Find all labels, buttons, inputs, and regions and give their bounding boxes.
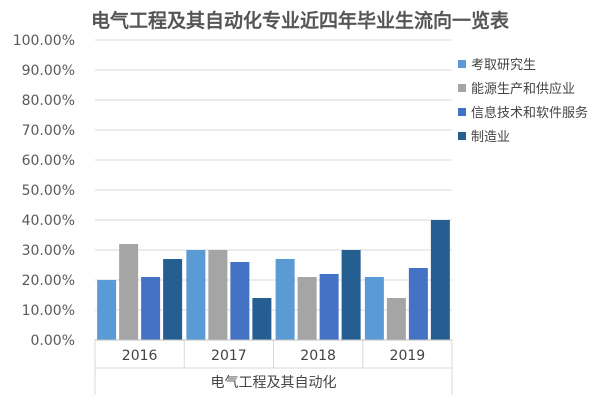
x-group-label: 电气工程及其自动化 bbox=[211, 375, 337, 391]
bar bbox=[430, 220, 450, 340]
y-tick-label: 40.00% bbox=[22, 213, 75, 229]
y-tick-label: 90.00% bbox=[22, 63, 75, 79]
bar bbox=[252, 298, 272, 340]
bar bbox=[141, 277, 161, 340]
bar bbox=[319, 274, 339, 340]
y-tick-label: 70.00% bbox=[22, 123, 75, 139]
y-tick-label: 60.00% bbox=[22, 153, 75, 169]
y-tick-label: 0.00% bbox=[31, 333, 75, 349]
x-tick-label: 2016 bbox=[122, 348, 158, 364]
legend-swatch bbox=[458, 108, 466, 116]
bar bbox=[275, 259, 295, 340]
y-tick-label: 80.00% bbox=[22, 93, 75, 109]
chart-title: 电气工程及其自动化专业近四年毕业生流向一览表 bbox=[90, 10, 509, 32]
bar bbox=[163, 259, 183, 340]
bar bbox=[119, 244, 139, 340]
x-tick-label: 2017 bbox=[211, 348, 247, 364]
legend-label: 考取研究生 bbox=[471, 58, 536, 73]
legend-label: 能源生产和供应业 bbox=[471, 81, 575, 97]
bar bbox=[386, 298, 406, 340]
legend-label: 信息技术和软件服务 bbox=[471, 105, 588, 121]
legend-label: 制造业 bbox=[471, 130, 510, 145]
y-tick-label: 10.00% bbox=[22, 303, 75, 319]
y-tick-label: 50.00% bbox=[22, 183, 75, 199]
bar bbox=[297, 277, 317, 340]
bar bbox=[230, 262, 250, 340]
bar bbox=[208, 250, 228, 340]
bar bbox=[364, 277, 384, 340]
legend-swatch bbox=[458, 84, 466, 92]
bar bbox=[186, 250, 206, 340]
bar bbox=[341, 250, 361, 340]
y-tick-label: 100.00% bbox=[13, 33, 75, 49]
x-tick-label: 2018 bbox=[300, 348, 336, 364]
y-tick-label: 20.00% bbox=[22, 273, 75, 289]
legend-swatch bbox=[458, 60, 466, 68]
y-tick-label: 30.00% bbox=[22, 243, 75, 259]
bar bbox=[97, 280, 117, 340]
x-tick-label: 2019 bbox=[390, 348, 426, 364]
bar bbox=[408, 268, 428, 340]
legend-swatch bbox=[458, 132, 466, 140]
